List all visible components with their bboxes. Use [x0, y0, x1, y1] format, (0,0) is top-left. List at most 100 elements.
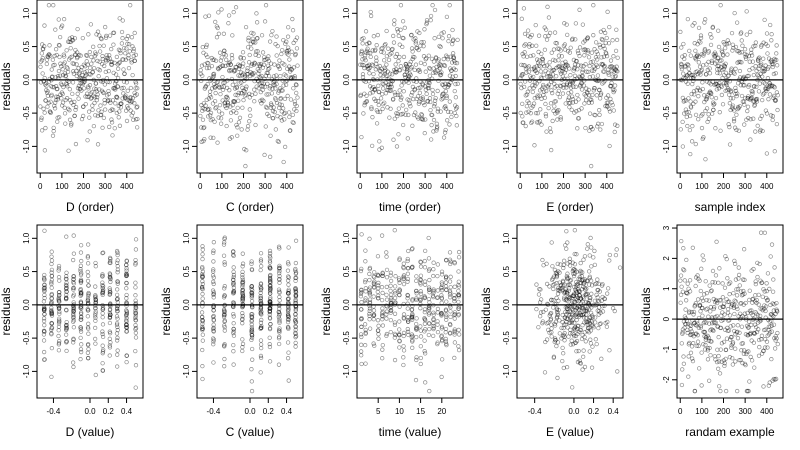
data-point	[587, 75, 592, 80]
data-point	[604, 103, 610, 108]
data-point	[564, 85, 569, 90]
data-point	[64, 96, 70, 101]
data-point	[543, 34, 548, 39]
data-point	[86, 94, 91, 100]
data-point	[555, 110, 560, 115]
data-point	[218, 91, 223, 97]
data-point	[279, 118, 285, 123]
data-point	[293, 82, 299, 87]
data-point	[701, 53, 706, 58]
data-point	[584, 69, 589, 74]
data-point	[386, 57, 392, 63]
data-point	[268, 133, 273, 138]
data-point	[359, 353, 364, 358]
data-point	[100, 311, 105, 316]
data-point	[535, 60, 541, 65]
data-point	[133, 305, 139, 311]
data-point	[213, 19, 218, 25]
data-point	[240, 303, 245, 308]
data-point	[764, 339, 770, 344]
data-point	[740, 43, 745, 48]
data-point	[126, 41, 132, 47]
data-point	[273, 97, 278, 102]
data-point	[736, 272, 742, 278]
data-point	[587, 128, 592, 133]
data-point	[239, 72, 245, 78]
data-point	[71, 300, 76, 305]
data-point	[107, 255, 113, 261]
data-point	[379, 285, 385, 290]
data-point	[205, 60, 210, 66]
data-point	[384, 292, 389, 297]
data-point	[417, 90, 423, 95]
data-point	[46, 100, 51, 106]
data-point	[270, 28, 275, 34]
data-point	[107, 124, 112, 130]
data-point	[236, 98, 241, 103]
data-point	[125, 104, 130, 109]
data-point	[582, 38, 588, 43]
data-point	[446, 83, 452, 88]
data-point	[410, 54, 416, 59]
data-point	[78, 278, 83, 284]
data-point	[249, 92, 254, 98]
x-tick-label: 0.2	[588, 407, 600, 416]
data-point	[384, 316, 389, 321]
data-point	[591, 88, 596, 93]
y-tick-label: -0.5	[182, 106, 191, 120]
data-point	[713, 273, 719, 278]
data-point	[391, 33, 396, 39]
data-point	[713, 61, 718, 66]
y-tick-label: 1.0	[22, 7, 31, 19]
data-point	[67, 39, 72, 45]
plot-frame	[356, 0, 464, 174]
data-point	[447, 99, 452, 104]
data-point	[286, 291, 291, 296]
data-point	[393, 62, 398, 67]
data-point	[729, 88, 734, 93]
data-point	[93, 315, 98, 320]
data-point	[438, 109, 443, 114]
data-point	[64, 324, 69, 329]
data-point	[579, 106, 584, 111]
data-point	[86, 331, 91, 336]
data-point	[585, 35, 590, 40]
data-point	[245, 68, 250, 73]
data-point	[364, 99, 369, 105]
data-point	[587, 92, 592, 98]
y-axis-title: residuals	[159, 287, 173, 335]
data-point	[617, 265, 623, 270]
data-point	[376, 323, 381, 328]
data-point	[103, 24, 108, 30]
data-point	[443, 81, 448, 86]
data-point	[589, 97, 594, 103]
data-point	[258, 307, 263, 312]
data-point	[133, 315, 138, 320]
data-point	[55, 86, 60, 91]
data-point	[571, 68, 576, 73]
x-tick-label: -0.4	[207, 407, 221, 416]
data-point	[222, 342, 227, 347]
data-point	[702, 99, 707, 105]
data-point	[71, 309, 76, 314]
data-point	[285, 49, 290, 54]
data-point	[420, 116, 425, 121]
data-point	[86, 283, 91, 288]
data-point	[43, 98, 48, 103]
data-point	[83, 73, 88, 79]
data-point	[89, 54, 94, 60]
data-point	[554, 41, 559, 46]
data-point	[708, 42, 714, 48]
data-point	[370, 77, 376, 82]
data-point	[262, 55, 267, 60]
data-point	[555, 91, 560, 96]
data-point	[679, 45, 684, 50]
data-point	[435, 262, 440, 267]
data-point	[682, 268, 687, 273]
data-point	[121, 45, 127, 51]
data-point	[359, 334, 364, 340]
data-point	[532, 143, 537, 148]
data-point	[714, 59, 719, 64]
data-point	[373, 67, 378, 72]
